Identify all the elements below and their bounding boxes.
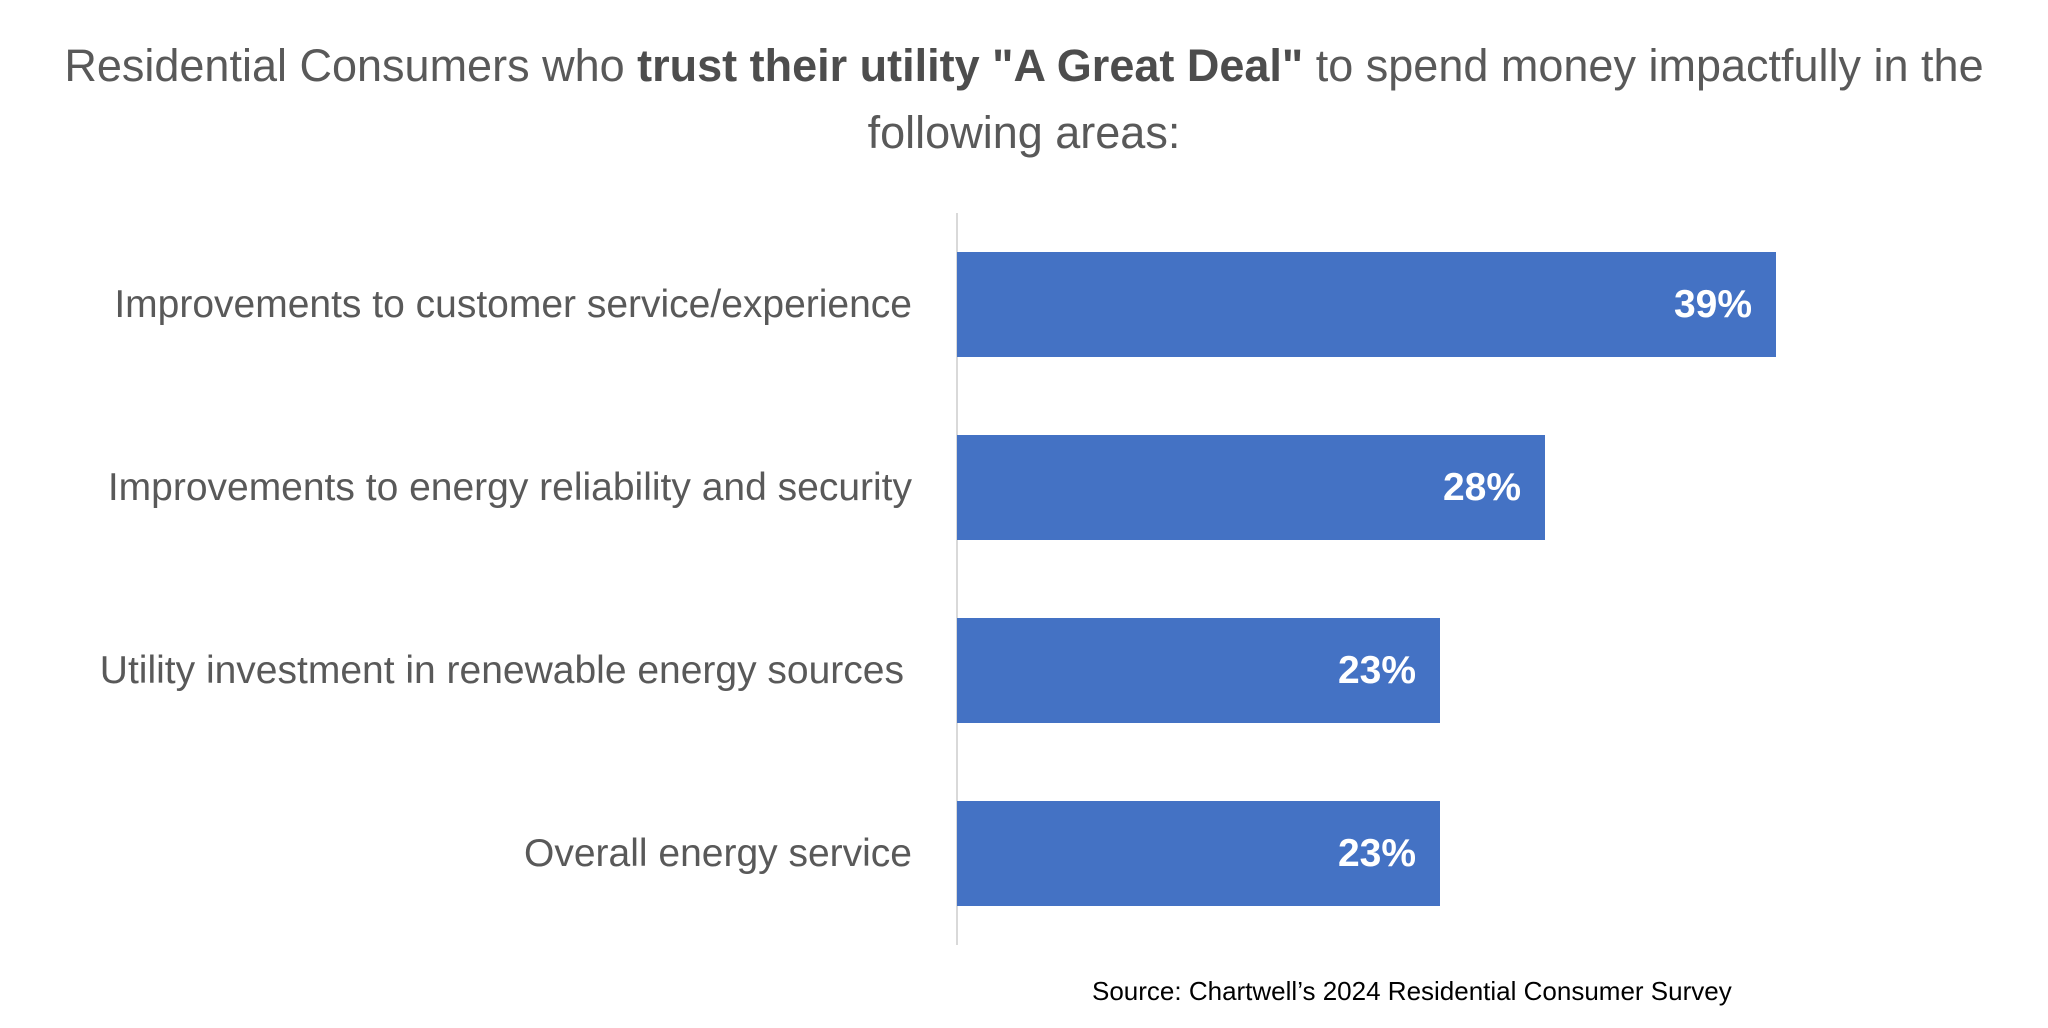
chart-title: Residential Consumers who trust their ut… — [0, 32, 2048, 166]
data-label: 28% — [1442, 466, 1521, 509]
title-part-1: Residential Consumers who — [64, 40, 638, 91]
bar: 28% — [957, 435, 1545, 540]
category-label: Utility investment in renewable energy s… — [99, 649, 904, 692]
data-label: 23% — [1337, 649, 1416, 692]
bar: 39% — [957, 252, 1776, 357]
title-part-3: to spend money impactfully in the follow… — [867, 40, 1984, 158]
category-label: Improvements to energy reliability and s… — [107, 466, 912, 509]
category-label: Overall energy service — [524, 832, 912, 875]
data-label: 23% — [1337, 832, 1416, 875]
bar: 23% — [957, 618, 1440, 723]
data-label: 39% — [1673, 283, 1752, 326]
category-axis-line — [956, 213, 958, 945]
bar: 23% — [957, 801, 1440, 906]
category-label: Improvements to customer service/experie… — [114, 283, 912, 326]
source-note: Source: Chartwell’s 2024 Residential Con… — [1092, 976, 1732, 1006]
title-part-bold: trust their utility "A Great Deal" — [637, 40, 1304, 91]
